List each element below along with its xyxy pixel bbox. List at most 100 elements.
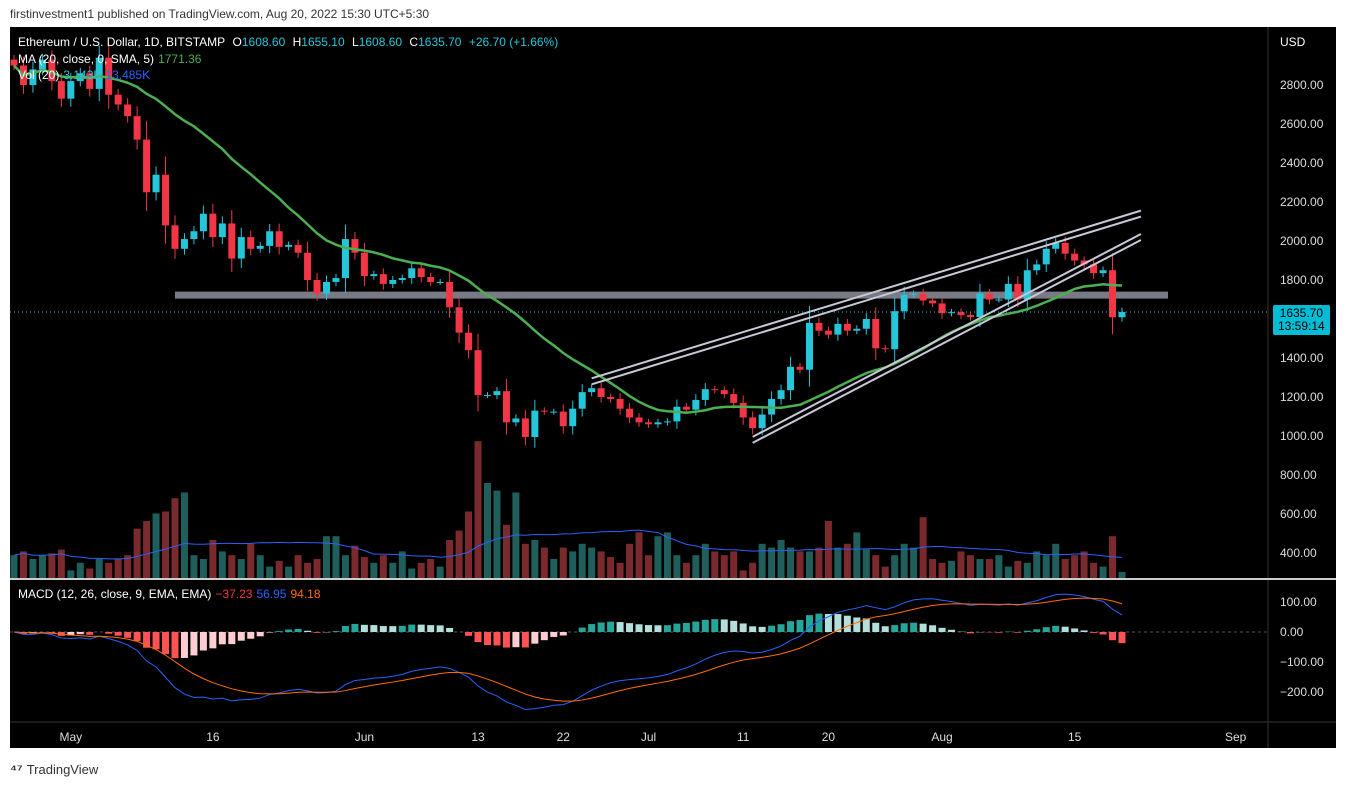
volume-bar bbox=[910, 547, 918, 578]
bar-countdown: 13:59:14 bbox=[1278, 319, 1325, 333]
macd-line-value: 56.95 bbox=[256, 587, 287, 601]
macd-histogram-bar bbox=[531, 632, 539, 644]
vol-ma-value: 13.485K bbox=[105, 68, 151, 82]
volume-bar bbox=[853, 532, 861, 578]
candle-body bbox=[446, 281, 454, 308]
candle-body bbox=[114, 94, 122, 105]
price-tick: 1200.00 bbox=[1280, 390, 1324, 404]
macd-histogram-bar bbox=[768, 625, 776, 632]
volume-bar bbox=[190, 555, 198, 578]
candle-body bbox=[455, 307, 463, 333]
macd-histogram-bar bbox=[209, 632, 217, 649]
candle-body bbox=[1023, 270, 1031, 300]
candle-body bbox=[133, 116, 141, 140]
macd-tick: −200.00 bbox=[1280, 685, 1324, 699]
macd-histogram-bar bbox=[891, 625, 899, 632]
volume-bar bbox=[370, 562, 378, 578]
chart-area[interactable]: 2800.00 2600.00 2400.00 2200.00 2000.00 1800.… bbox=[10, 27, 1336, 748]
candle-body bbox=[777, 390, 785, 399]
date-tick: Sep bbox=[1225, 730, 1247, 744]
macd-histogram-bar bbox=[171, 632, 179, 659]
candle-body bbox=[398, 278, 406, 280]
candle-body bbox=[862, 319, 870, 329]
macd-histogram-bar bbox=[777, 624, 785, 632]
channel-line bbox=[591, 215, 1142, 386]
macd-histogram-bar bbox=[199, 632, 207, 651]
candle-body bbox=[1042, 248, 1050, 265]
price-tick: 400.00 bbox=[1280, 546, 1317, 560]
macd-histogram-bar bbox=[294, 628, 302, 632]
volume-bar bbox=[635, 532, 643, 578]
macd-histogram-bar bbox=[739, 623, 747, 632]
publish-info: firstinvestment1 published on TradingVie… bbox=[10, 7, 430, 21]
candle-body bbox=[910, 293, 918, 295]
volume-bar bbox=[389, 562, 397, 578]
volume-bar bbox=[1004, 566, 1012, 578]
macd-histogram-bar bbox=[540, 632, 548, 641]
macd-histogram-bar bbox=[550, 632, 558, 637]
candle-body bbox=[976, 293, 984, 318]
volume-bar bbox=[692, 555, 700, 578]
price-tick: 800.00 bbox=[1280, 468, 1317, 482]
volume-bar bbox=[256, 555, 264, 578]
volume-bar bbox=[493, 490, 501, 578]
date-tick: 13 bbox=[471, 730, 485, 744]
volume-bar bbox=[294, 555, 302, 578]
candle-body bbox=[323, 281, 331, 294]
candle-body bbox=[256, 245, 264, 249]
macd-histogram-bar bbox=[654, 625, 662, 632]
tradingview-logo[interactable]: ⁴⁷ TradingView bbox=[10, 761, 98, 777]
date-tick: 22 bbox=[557, 730, 571, 744]
price-tick: 1000.00 bbox=[1280, 429, 1324, 443]
macd-histogram-bar bbox=[1109, 632, 1117, 641]
candle-body bbox=[692, 399, 700, 410]
macd-histogram-bar bbox=[1090, 632, 1098, 633]
volume-bar bbox=[531, 540, 539, 578]
chart-canvas[interactable]: 2800.00 2600.00 2400.00 2200.00 2000.00 1800.… bbox=[10, 27, 1336, 748]
date-tick: 16 bbox=[206, 730, 220, 744]
volume-bar bbox=[133, 528, 141, 578]
volume-bar bbox=[114, 559, 122, 578]
candle-body bbox=[673, 406, 681, 422]
macd-legend: MACD (12, 26, close, 9, EMA, EMA) −37.23 5… bbox=[18, 587, 325, 601]
macd-histogram-bar bbox=[805, 615, 813, 632]
volume-bar bbox=[341, 555, 349, 578]
candle-body bbox=[199, 213, 207, 232]
volume-bar bbox=[237, 559, 245, 578]
price-tick: 2200.00 bbox=[1280, 195, 1324, 209]
candle-body bbox=[815, 322, 823, 331]
last-price-tag: 1635.70 13:59:14 bbox=[1273, 305, 1330, 335]
macd-histogram-bar bbox=[493, 632, 501, 646]
candle-body bbox=[540, 410, 548, 412]
candle-body bbox=[275, 231, 283, 247]
volume-bar bbox=[180, 492, 188, 578]
macd-histogram-bar bbox=[152, 632, 160, 650]
candle-body bbox=[1118, 312, 1126, 318]
macd-line bbox=[13, 593, 1123, 711]
low-label: L bbox=[352, 35, 359, 49]
volume-bar bbox=[266, 566, 274, 578]
volume-bar bbox=[720, 555, 728, 578]
volume-bar bbox=[323, 536, 331, 578]
macd-histogram-bar bbox=[502, 632, 510, 648]
volume-bar bbox=[550, 559, 558, 578]
candle-body bbox=[929, 300, 937, 304]
macd-tick: −100.00 bbox=[1280, 655, 1324, 669]
close-label: C bbox=[409, 35, 419, 49]
macd-histogram-bar bbox=[1071, 628, 1079, 632]
macd-signal-value: 94.18 bbox=[290, 587, 321, 601]
candle-body bbox=[474, 350, 482, 396]
candle-body bbox=[682, 406, 690, 410]
volume-bar bbox=[654, 536, 662, 578]
candle-body bbox=[730, 394, 738, 403]
volume-bar bbox=[209, 540, 217, 578]
volume-bar bbox=[588, 547, 596, 578]
macd-histogram-bar bbox=[815, 613, 823, 632]
volume-bar bbox=[199, 559, 207, 578]
volume-bar bbox=[540, 547, 548, 578]
volume-bar bbox=[398, 551, 406, 578]
macd-histogram-bar bbox=[644, 625, 652, 632]
macd-histogram-bar bbox=[730, 620, 738, 632]
volume-bar bbox=[730, 551, 738, 578]
macd-histogram-bar bbox=[86, 632, 94, 635]
